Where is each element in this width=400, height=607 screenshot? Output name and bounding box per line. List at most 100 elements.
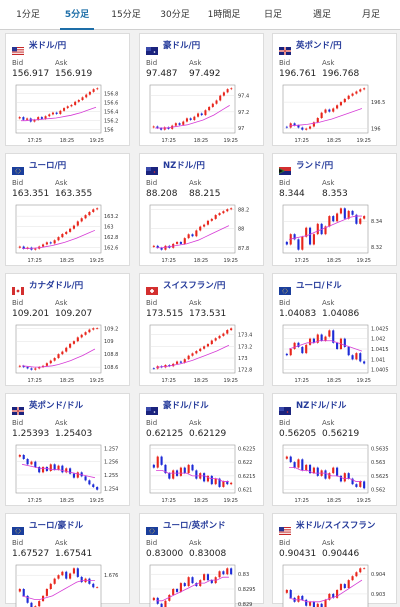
candle — [22, 117, 25, 120]
pair-name-link[interactable]: カナダドル/円 — [29, 281, 84, 291]
pair-name-link[interactable]: ユーロ/英ポンド — [163, 521, 226, 531]
rate-card[interactable]: 米ドル/スイスフラン Bid Ask 0.90431 0.90446 0.904 0.903… — [272, 513, 397, 607]
candle — [316, 467, 319, 476]
candle — [301, 595, 304, 600]
x-tick-label: 19:25 — [90, 498, 104, 504]
moving-average-line — [155, 105, 230, 129]
pair-name-link[interactable]: 米ドル/スイスフラン — [296, 521, 376, 531]
x-tick-label: 19:25 — [90, 378, 104, 384]
candle — [324, 109, 327, 113]
candle — [30, 461, 33, 465]
candle — [289, 349, 292, 356]
pair-name-link[interactable]: 豪ドル/円 — [163, 41, 201, 51]
candle — [45, 589, 48, 596]
tab-7[interactable]: 月足 — [361, 10, 380, 20]
candle — [355, 572, 358, 577]
tab-6[interactable]: 週足 — [312, 10, 331, 20]
candle — [363, 361, 366, 364]
candle — [222, 211, 225, 214]
y-tick-label: 8.32 — [371, 245, 382, 251]
pair-name-link[interactable]: NZドル/円 — [163, 161, 205, 171]
candle — [41, 244, 45, 247]
rate-card[interactable]: ユーロ/ドル Bid Ask 1.04083 1.04086 1.0425 1.042 1.0… — [272, 273, 397, 386]
candle — [204, 110, 207, 116]
rate-card[interactable]: ユーロ/円 Bid Ask 163.351 163.355 163.2 163 162.8 16… — [5, 153, 130, 266]
pair-name-link[interactable]: スイスフラン/円 — [163, 281, 226, 291]
rate-card[interactable]: 英ポンド/ドル Bid Ask 1.25393 1.25403 1.257 1.256 1.2… — [5, 393, 130, 506]
x-tick-label: 19:25 — [224, 258, 238, 264]
candle — [72, 568, 76, 574]
y-tick-label: 1.0415 — [371, 347, 389, 353]
x-tick-label: 18:25 — [60, 258, 74, 264]
candle — [88, 91, 91, 95]
candle — [96, 487, 99, 490]
candle — [26, 118, 29, 120]
chart-area: 97.4 97.2 97 17:25 18:25 19:25 — [140, 81, 265, 145]
bid-label: Bid — [279, 419, 291, 427]
candle — [55, 112, 58, 114]
candle — [301, 127, 304, 130]
pair-name-link[interactable]: 米ドル/円 — [29, 41, 67, 51]
moving-average-line — [289, 108, 363, 127]
card-header: 英ポンド/円 — [279, 39, 392, 55]
x-tick-label: 18:25 — [327, 138, 341, 144]
y-tick-label: 162.6 — [104, 246, 118, 252]
pair-name-link[interactable]: NZドル/ドル — [296, 401, 347, 411]
ask-label: Ask — [189, 299, 202, 307]
tab-5[interactable]: 日足 — [263, 10, 282, 20]
rate-card[interactable]: 豪ドル/ドル Bid Ask 0.62125 0.62129 0.6225 0.622 0.6… — [139, 393, 264, 506]
bid-value: 88.208 — [146, 189, 178, 199]
moving-average-line — [289, 467, 362, 482]
tab-0[interactable]: 1分足 — [16, 10, 40, 20]
pair-name-link[interactable]: 英ポンド/ドル — [29, 401, 84, 411]
rate-card[interactable]: ユーロ/豪ドル Bid Ask 1.67527 1.67541 1.6761.67417:… — [5, 513, 130, 607]
tab-2[interactable]: 15分足 — [111, 10, 141, 20]
tab-1[interactable]: 5分足 — [52, 0, 102, 30]
ask-value: 173.531 — [189, 309, 227, 319]
rate-card[interactable]: ランド/円 Bid Ask 8.344 8.353 8.34 8.32 17:25 18:25 1… — [272, 153, 397, 266]
y-tick-label: 163 — [104, 225, 114, 231]
moving-average-line — [288, 340, 363, 352]
rate-chart: 0.5635 0.563 0.5625 0.562 17:25 18:25 19:25 — [282, 444, 389, 504]
rate-card[interactable]: 豪ドル/円 Bid Ask 97.487 97.492 97.4 97.2 97 17:25 18… — [139, 33, 264, 146]
candle — [351, 576, 354, 581]
candle — [320, 334, 323, 341]
candle — [76, 568, 79, 577]
rate-card[interactable]: NZドル/ドル Bid Ask 0.56205 0.56219 0.5635 0.563 0.… — [272, 393, 397, 506]
candle — [332, 593, 335, 598]
y-tick-label: 156.4 — [104, 110, 118, 116]
tab-3[interactable]: 30分足 — [160, 10, 190, 20]
x-tick-label: 19:25 — [224, 498, 238, 504]
candle — [69, 468, 72, 474]
candle — [312, 122, 315, 127]
candle — [160, 603, 163, 607]
rate-card[interactable]: 米ドル/円 Bid Ask 156.917 156.919 156.8 156.6 156.4… — [5, 33, 130, 146]
candle — [187, 234, 190, 239]
pair-name-link[interactable]: ユーロ/ドル — [296, 281, 342, 291]
rate-card[interactable]: スイスフラン/円 Bid Ask 173.515 173.531 173.4 173.2 17… — [139, 273, 264, 386]
pair-name-link[interactable]: ユーロ/豪ドル — [29, 521, 84, 531]
rate-chart: 1.0425 1.042 1.0415 1.041 1.0405 17:25 18:25 19… — [282, 324, 389, 384]
bid-value: 156.917 — [12, 69, 50, 79]
flag-icon — [12, 280, 24, 295]
rate-card[interactable]: カナダドル/円 Bid Ask 109.201 109.207 109.2 109 108.8… — [5, 273, 130, 386]
x-tick-label: 19:25 — [90, 258, 104, 264]
rate-card[interactable]: NZドル/円 Bid Ask 88.208 88.215 88.2 88 87.8 17:25 1… — [139, 153, 264, 266]
candle — [351, 93, 354, 96]
chart-area: 0.6225 0.622 0.6215 0.621 17:25 18:25 19:25 — [140, 441, 265, 505]
rate-card[interactable]: 英ポンド/円 Bid Ask 196.761 196.768 196.5 196 17:25 1… — [272, 33, 397, 146]
pair-name-link[interactable]: 英ポンド/円 — [296, 41, 342, 51]
pair-name-link[interactable]: ユーロ/円 — [29, 161, 67, 171]
rate-card[interactable]: ユーロ/英ポンド Bid Ask 0.83000 0.83008 0.83 0.8295 0.… — [139, 513, 264, 607]
tab-4[interactable]: 1時間足 — [207, 10, 241, 20]
y-tick-label: 0.829 — [238, 602, 252, 607]
y-tick-label: 0.621 — [238, 488, 252, 494]
candle — [164, 464, 167, 474]
pair-name-link[interactable]: 豪ドル/ドル — [163, 401, 209, 411]
pair-name-link[interactable]: ランド/円 — [296, 161, 334, 171]
ask-label: Ask — [189, 179, 202, 187]
plot-frame — [15, 444, 102, 494]
candle — [293, 462, 296, 468]
candle — [183, 583, 186, 587]
candle — [84, 476, 87, 481]
